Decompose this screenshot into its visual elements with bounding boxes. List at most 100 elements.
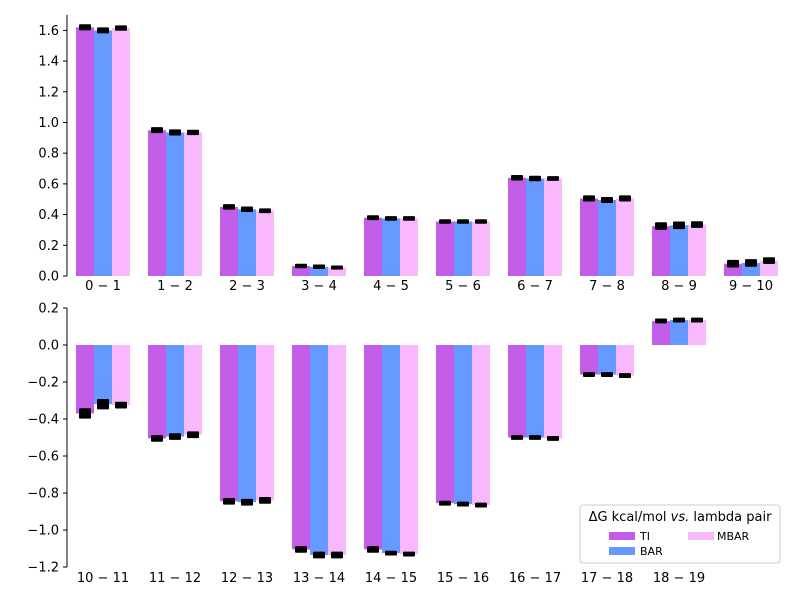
error-bar <box>691 317 703 323</box>
error-bar <box>169 433 181 440</box>
bar-bar <box>670 225 688 276</box>
y-tick-label: 0.2 <box>38 239 59 254</box>
bar-ti <box>652 320 670 345</box>
category-label: 15 − 16 <box>437 571 489 586</box>
error-bar <box>115 401 127 409</box>
bar-ti <box>508 345 526 438</box>
bar-ti <box>76 345 94 414</box>
bar-ti <box>220 206 238 276</box>
error-bar <box>529 175 541 182</box>
bar-mbar <box>328 345 346 555</box>
error-bar <box>529 435 541 440</box>
legend-swatch-mbar <box>688 532 714 540</box>
error-bar <box>601 196 613 204</box>
y-tick-label: −0.4 <box>27 413 59 428</box>
legend-label-bar: BAR <box>640 545 663 558</box>
bar-ti <box>364 217 382 276</box>
error-bar <box>115 25 127 31</box>
bar-mbar <box>616 198 634 276</box>
bar-ti <box>580 198 598 276</box>
y-tick-label: 0.8 <box>38 147 59 162</box>
bar-mbar <box>616 345 634 376</box>
bar-mbar <box>256 345 274 501</box>
y-tick-label: −1.2 <box>27 561 59 576</box>
bar-bar <box>454 221 472 276</box>
bar-bar <box>598 200 616 276</box>
error-bar <box>367 215 379 221</box>
bar-bar <box>526 345 544 438</box>
error-bar <box>763 257 775 264</box>
error-bar <box>619 195 631 202</box>
y-tick-label: 0.0 <box>38 339 59 354</box>
bar-bar <box>670 320 688 345</box>
error-bar <box>475 219 487 224</box>
category-label: 1 − 2 <box>157 279 193 294</box>
bar-mbar <box>688 320 706 345</box>
bar-ti <box>436 345 454 504</box>
bar-bar <box>94 30 112 277</box>
bar-mbar <box>760 260 778 276</box>
y-tick-label: 0.4 <box>38 208 59 223</box>
bottom-panel: −1.2 −1.0 −0.8 −0.6 −0.4 −0.2 0.0 0.2 10 − 11 11 … <box>27 302 706 586</box>
bar-ti <box>220 345 238 502</box>
bar-bar <box>310 266 328 276</box>
error-bar <box>583 372 595 378</box>
bar-ti <box>292 266 310 276</box>
error-bar <box>403 551 415 557</box>
error-bar <box>457 501 469 507</box>
bar-bar <box>598 345 616 375</box>
error-bar <box>547 436 559 441</box>
category-label: 5 − 6 <box>445 279 481 294</box>
error-bar <box>223 204 235 210</box>
legend-label-ti: TI <box>639 530 650 543</box>
category-label: 16 − 17 <box>509 571 561 586</box>
bar-bar <box>382 345 400 554</box>
bar-ti <box>76 27 94 277</box>
bar-mbar <box>184 345 202 435</box>
error-bar <box>745 259 757 267</box>
error-bar <box>295 546 307 553</box>
legend-title: ΔG kcal/mol vs. lambda pair <box>589 510 773 525</box>
bar-bar <box>166 345 184 437</box>
y-tick-label: 1.4 <box>38 55 59 70</box>
error-bar <box>511 175 523 181</box>
error-bar <box>673 317 685 323</box>
error-bar <box>583 195 595 202</box>
bar-ti <box>580 345 598 375</box>
category-label: 9 − 10 <box>729 279 773 294</box>
legend-swatch-ti <box>609 532 635 540</box>
bar-bar <box>310 345 328 555</box>
error-bar <box>151 435 163 442</box>
y-tick-label: 0.2 <box>38 302 59 317</box>
y-tick-label: 1.0 <box>38 116 59 131</box>
bar-mbar <box>328 267 346 276</box>
error-bar <box>241 206 253 212</box>
error-bar <box>439 219 451 224</box>
bar-bar <box>526 178 544 276</box>
bar-mbar <box>184 132 202 276</box>
error-bar <box>475 502 487 508</box>
category-label: 17 − 18 <box>581 571 633 586</box>
y-tick-label: 1.6 <box>38 24 59 39</box>
y-tick-label: −1.0 <box>27 524 59 539</box>
bar-bar <box>238 209 256 276</box>
error-bar <box>259 208 271 214</box>
y-tick-label: −0.2 <box>27 376 59 391</box>
error-bar <box>97 27 109 34</box>
error-bar <box>655 222 667 230</box>
bar-mbar <box>400 218 418 276</box>
error-bar <box>79 24 91 31</box>
error-bar <box>691 221 703 228</box>
category-label: 4 − 5 <box>373 279 409 294</box>
bar-mbar <box>688 224 706 276</box>
y-tick-label: 0.0 <box>38 270 59 285</box>
legend: ΔG kcal/mol vs. lambda pair TI BAR MBAR <box>579 504 781 564</box>
bar-ti <box>148 345 166 439</box>
error-bar <box>601 372 613 378</box>
category-label: 8 − 9 <box>661 279 697 294</box>
top-panel: 0.0 0.2 0.4 0.6 0.8 1.0 1.2 1.4 1.6 0 − 1 1 − 2 2 −… <box>38 15 778 294</box>
y-tick-label: 0.6 <box>38 177 59 192</box>
error-bar <box>169 129 181 136</box>
error-bar <box>511 435 523 440</box>
